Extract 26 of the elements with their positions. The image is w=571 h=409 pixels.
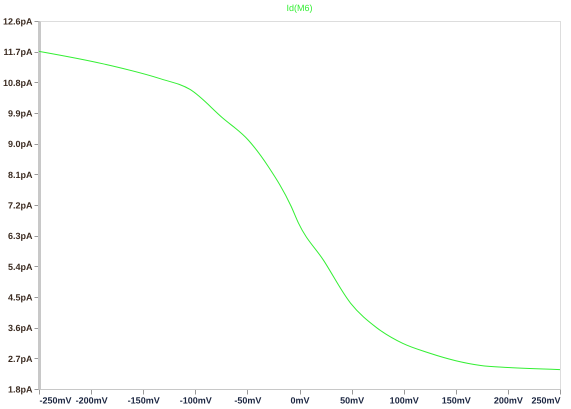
y-tick-label: 9.9pA [8,108,33,118]
x-tick-label: 50mV [340,396,364,406]
x-tick-label: 0mV [290,396,310,406]
y-tick-label: 9.0pA [8,139,33,150]
x-tick-label: 200mV [494,396,523,406]
x-tick-label: 150mV [442,396,471,406]
x-tick-label: -150mV [128,396,160,406]
chart-title: Id(M6) [286,3,313,13]
y-tick-label: 3.6pA [8,323,33,334]
y-tick-label: 11.7pA [3,47,33,58]
x-tick-label: -100mV [180,396,212,406]
y-tick-label: 8.1pA [8,170,33,180]
y-tick-label: 6.3pA [8,231,33,242]
y-tick-label: 12.6pA [2,16,33,26]
x-tick-label: -250mV [40,396,72,406]
line-series [38,50,560,370]
y-tick-label: 1.8pA [8,384,33,394]
y-tick-label: 10.8pA [2,78,33,88]
y-tick-label: 7.2pA [8,200,33,210]
x-tick-label: -50mV [234,396,262,406]
y-tick-label: 2.7pA [8,354,33,364]
y-tick-label: 4.5pA [8,292,33,302]
x-tick-label: 100mV [390,396,419,406]
y-tick-label: 5.4pA [8,262,33,272]
x-tick-label: 250mV [531,396,560,406]
x-tick-label: -200mV [76,396,108,406]
